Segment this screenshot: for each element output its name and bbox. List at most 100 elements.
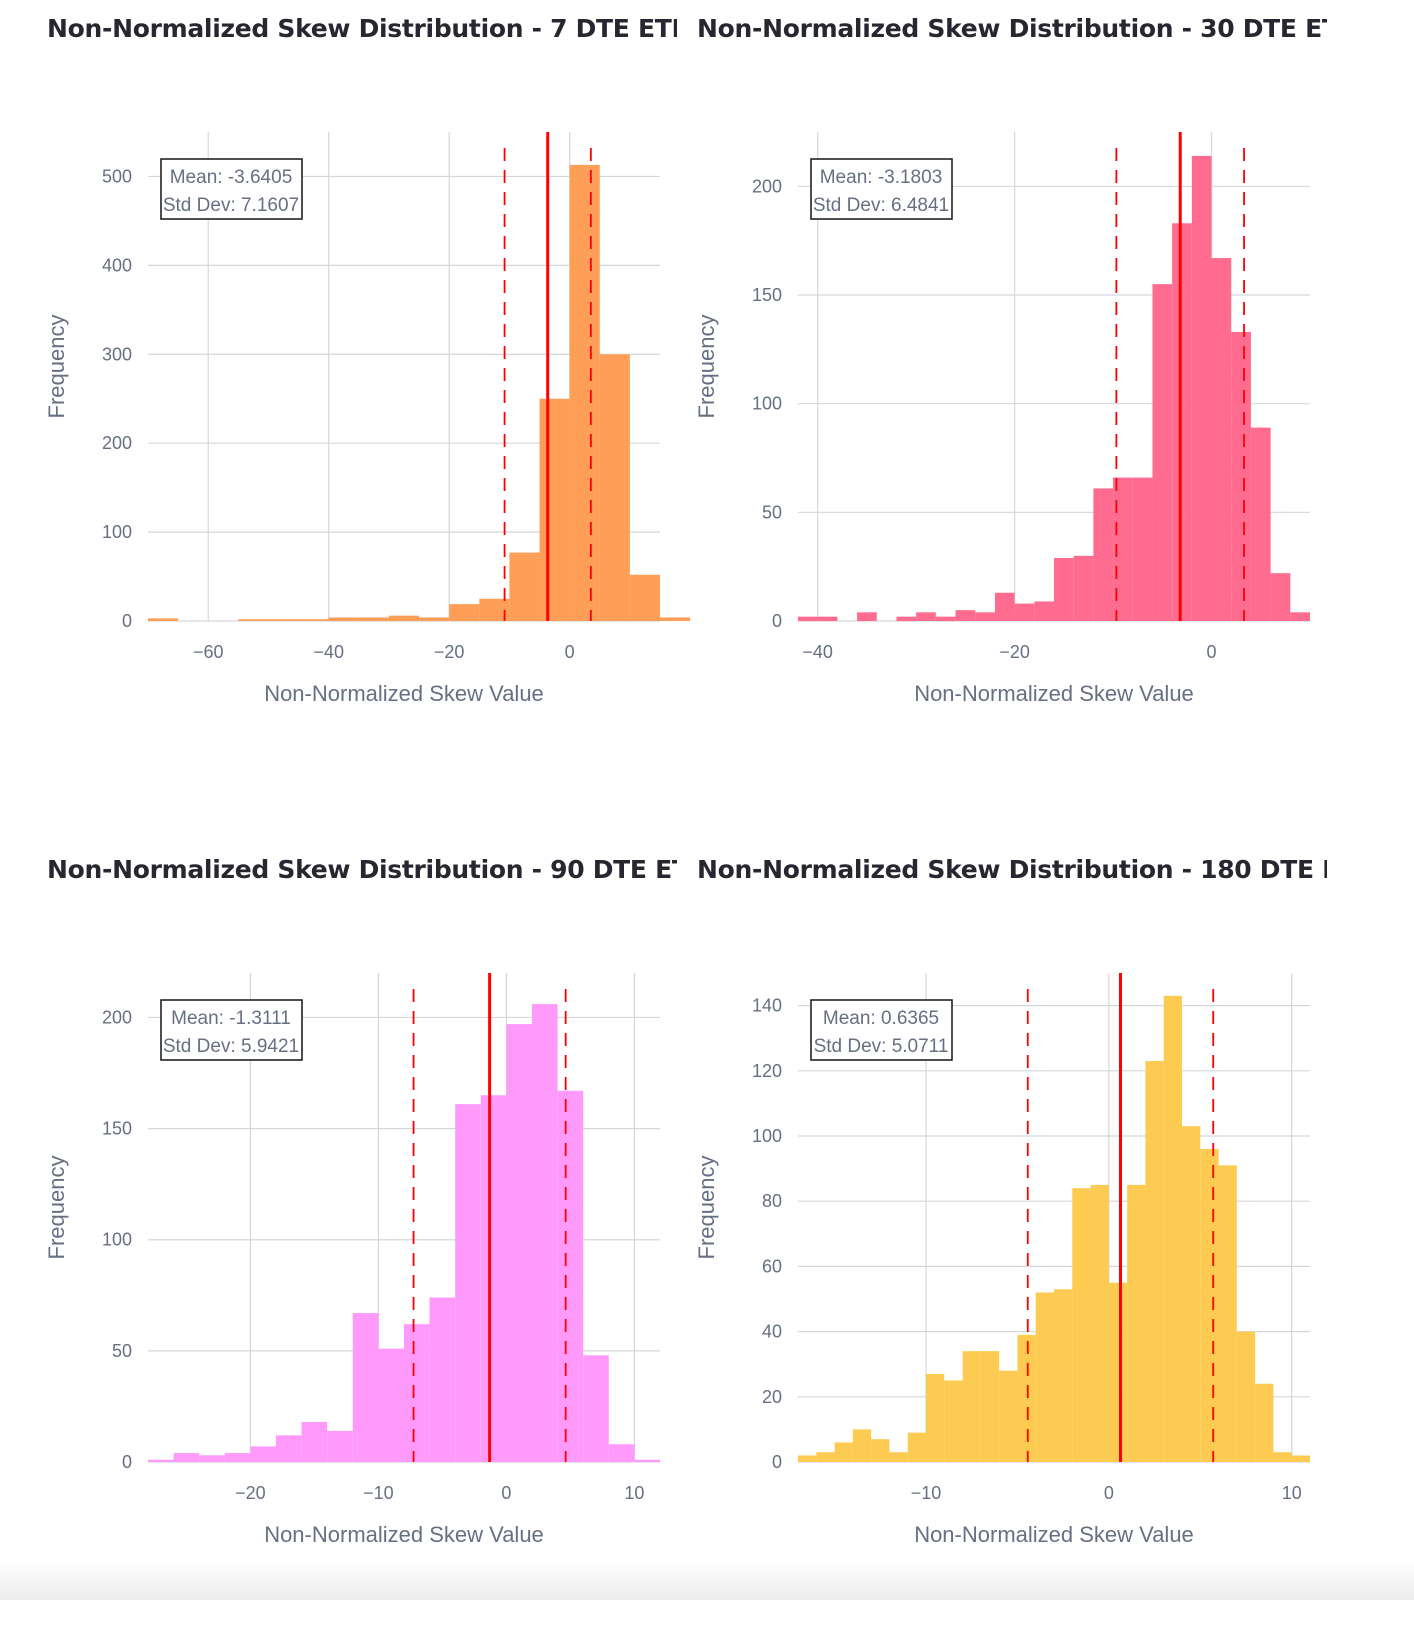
y-tick-label: 40 <box>762 1322 782 1342</box>
histogram-bar <box>1017 1334 1036 1462</box>
histogram-bar <box>569 164 600 621</box>
histogram-bar <box>907 1432 926 1462</box>
y-tick-label: 100 <box>102 522 132 542</box>
histogram-bar <box>1072 1188 1091 1462</box>
histogram-bar <box>224 1453 251 1462</box>
histogram-bar <box>916 612 936 621</box>
histogram-bar <box>276 1435 302 1462</box>
histogram-bar <box>1145 1061 1164 1462</box>
std-dev-annotation: Std Dev: 6.4841 <box>813 195 949 216</box>
histogram-bar <box>994 592 1015 621</box>
histogram-bar <box>935 616 956 621</box>
histogram-bar <box>480 1095 507 1462</box>
histogram-bar <box>834 1442 853 1462</box>
chart-panel-180dte: Non-Normalized Skew Distribution - 180 D… <box>650 841 1350 1641</box>
histogram-bar <box>1113 477 1133 621</box>
histogram-bar <box>599 354 630 621</box>
chart-title: Non-Normalized Skew Distribution - 180 D… <box>697 855 1327 884</box>
y-tick-label: 80 <box>762 1191 782 1211</box>
histogram-bar <box>1255 1383 1274 1462</box>
histogram-bar <box>148 618 179 621</box>
y-axis-label: Frequency <box>44 1156 69 1260</box>
histogram-bar <box>298 619 329 621</box>
histogram-bar <box>871 1439 890 1462</box>
histogram-bar <box>1035 1292 1054 1462</box>
y-tick-label: 100 <box>752 1126 782 1146</box>
y-tick-label: 20 <box>762 1387 782 1407</box>
histogram-bar <box>1152 284 1173 621</box>
y-tick-label: 400 <box>102 255 132 275</box>
histogram-bar <box>1200 1149 1219 1462</box>
histogram-bar <box>852 1429 872 1462</box>
y-tick-label: 50 <box>112 1341 132 1361</box>
mean-annotation: Mean: -1.3111 <box>171 1008 291 1029</box>
x-tick-label: 0 <box>565 642 575 662</box>
histogram-bar <box>250 1446 276 1462</box>
histogram-bar <box>1090 1184 1109 1462</box>
y-tick-label: 0 <box>772 611 782 631</box>
histogram-bar <box>634 1459 660 1462</box>
histogram-bar <box>1034 601 1054 621</box>
x-tick-label: −20 <box>434 642 465 662</box>
y-tick-label: 100 <box>752 394 782 414</box>
x-tick-label: −10 <box>363 1483 394 1503</box>
y-axis-label: Frequency <box>694 315 719 419</box>
histogram-bar <box>1273 1452 1292 1462</box>
histogram-plot: 0 50 100 150 200 −20 −10 0 10 Non-Normalized Skew… <box>44 973 660 1547</box>
histogram-bar <box>896 616 917 621</box>
y-tick-label: 120 <box>752 1061 782 1081</box>
mean-annotation: Mean: 0.6365 <box>823 1008 939 1029</box>
histogram-bar <box>798 616 818 621</box>
y-tick-label: 150 <box>752 285 782 305</box>
histogram-bar <box>816 1452 835 1462</box>
chart-panel-7dte: Non-Normalized Skew Distribution - 7 DTE… <box>0 0 700 800</box>
y-tick-label: 300 <box>102 344 132 364</box>
chart-panel-30dte: Non-Normalized Skew Distribution - 30 DT… <box>650 0 1350 800</box>
histogram-bar <box>926 1373 945 1462</box>
x-tick-label: 0 <box>1207 642 1217 662</box>
histogram-bar <box>955 610 976 621</box>
y-tick-label: 500 <box>102 166 132 186</box>
histogram-bar <box>506 1024 532 1462</box>
histogram-bar <box>479 598 510 621</box>
histogram-bar <box>358 617 389 621</box>
x-tick-label: −60 <box>193 642 224 662</box>
std-dev-annotation: Std Dev: 5.9421 <box>163 1036 299 1057</box>
histogram-bar <box>378 1348 404 1462</box>
histogram-bar <box>449 604 480 621</box>
x-tick-label: −20 <box>999 642 1030 662</box>
histogram-bar <box>1093 488 1114 621</box>
x-axis-label: Non-Normalized Skew Value <box>264 681 544 706</box>
histogram-bar <box>429 1297 456 1462</box>
histogram-bar <box>1127 1184 1146 1462</box>
histogram-bar <box>629 574 660 621</box>
histogram-bar <box>173 1453 200 1462</box>
x-tick-label: −10 <box>911 1483 942 1503</box>
x-axis-label: Non-Normalized Skew Value <box>264 1522 544 1547</box>
histogram-bar <box>962 1351 981 1462</box>
histogram-bar <box>1054 1289 1073 1462</box>
y-tick-label: 0 <box>122 1452 132 1472</box>
histogram-bar <box>539 398 570 621</box>
x-tick-label: −20 <box>235 1483 266 1503</box>
mean-annotation: Mean: -3.1803 <box>820 167 943 188</box>
histogram-bar <box>999 1370 1018 1462</box>
histogram-bar <box>1108 1282 1128 1462</box>
y-axis-label: Frequency <box>44 315 69 419</box>
chart-panel-90dte: Non-Normalized Skew Distribution - 90 DT… <box>0 841 700 1641</box>
histogram-bar <box>148 1459 174 1462</box>
histogram-bar <box>455 1104 481 1462</box>
chart-title: Non-Normalized Skew Distribution - 30 DT… <box>697 14 1327 43</box>
histogram-bar <box>301 1421 328 1462</box>
y-tick-label: 200 <box>752 176 782 196</box>
histogram-bar <box>1291 1455 1310 1462</box>
histogram-bar <box>404 1324 430 1462</box>
histogram-bar <box>1014 603 1035 621</box>
y-tick-label: 140 <box>752 996 782 1016</box>
histogram-bar <box>1290 612 1310 621</box>
chart-title: Non-Normalized Skew Distribution - 90 DT… <box>47 855 677 884</box>
histogram-bar <box>328 617 359 621</box>
stats-box <box>810 999 953 1061</box>
histogram-bar <box>388 615 420 621</box>
histogram-bar <box>660 617 691 621</box>
